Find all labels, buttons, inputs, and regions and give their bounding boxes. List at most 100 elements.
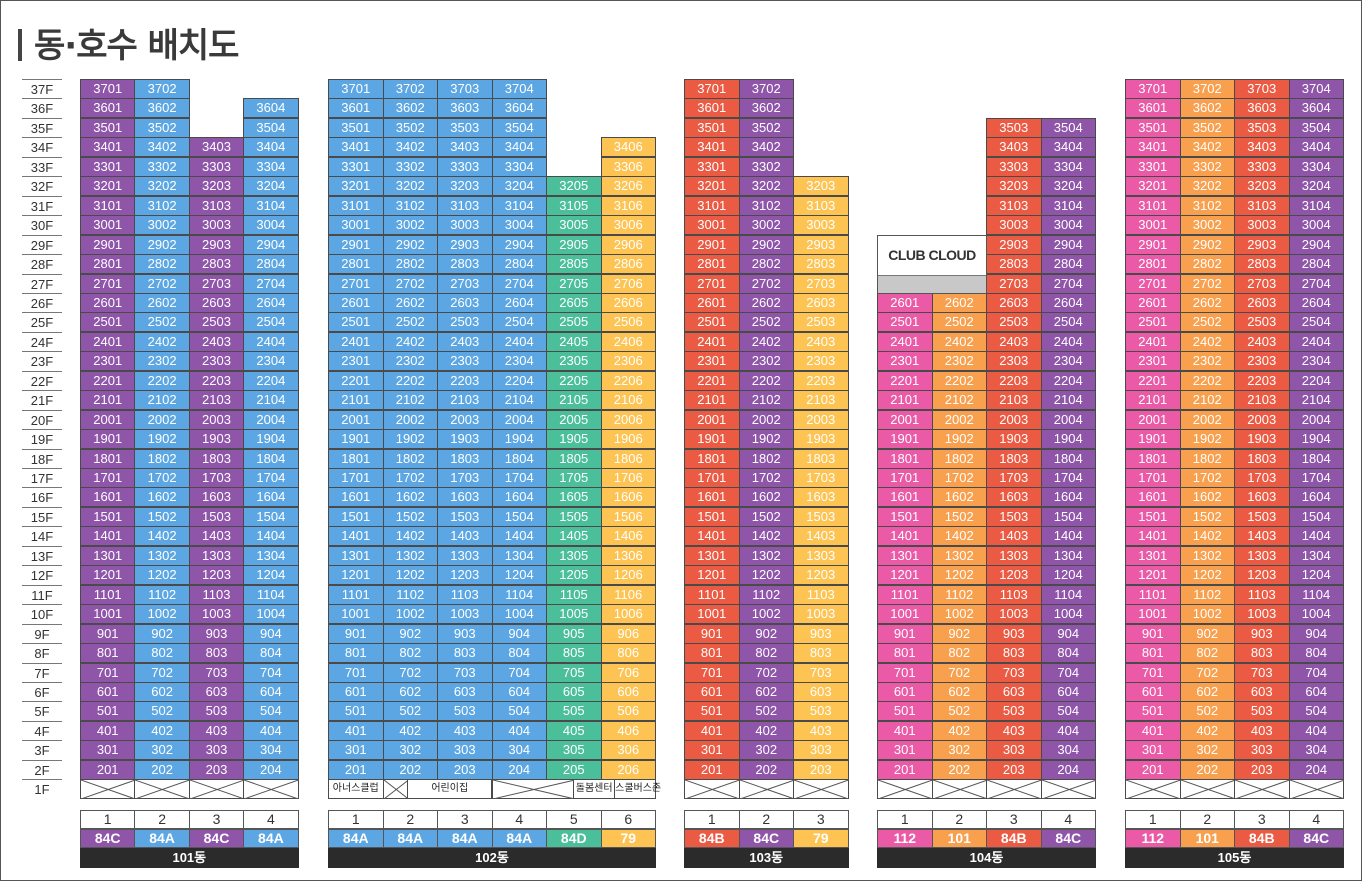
unit-cell: 3601	[80, 98, 136, 119]
unit-cell: 3102	[134, 195, 190, 216]
ground-facility: 어린이집	[407, 779, 493, 800]
unit-cell: 1604	[1040, 487, 1096, 508]
unit-cell: 1203	[437, 565, 493, 586]
unit-cell: 802	[738, 643, 794, 664]
unit-cell: 1403	[188, 526, 245, 547]
line-number: 3	[793, 810, 849, 829]
unit-cell: 1201	[877, 565, 933, 586]
unit-cell: 2801	[80, 254, 136, 275]
ground-facility-label: 스쿨버스존	[615, 783, 662, 795]
unit-type: 84B	[1234, 829, 1290, 848]
unit-cell: 1804	[243, 448, 299, 469]
unit-cell: 1802	[382, 448, 438, 469]
unit-cell: 202	[931, 759, 987, 780]
unit-cell: 1703	[986, 468, 1042, 488]
unit-cell: 1904	[243, 429, 299, 450]
unit-cell: 202	[134, 759, 190, 780]
unit-cell: 1404	[243, 526, 299, 547]
ground-facility-label: 어린이집	[431, 783, 469, 795]
unit-cell: 406	[600, 720, 656, 741]
cross-icon	[383, 780, 409, 800]
unit-cell: 2004	[491, 409, 547, 430]
unit-cell: 2503	[1234, 312, 1290, 333]
unit-cell: 2504	[491, 312, 547, 333]
floor-label: 22F	[22, 370, 62, 390]
unit-cell: 503	[793, 701, 849, 722]
unit-cell: 1801	[684, 448, 740, 469]
unit-cell: 2302	[382, 351, 438, 372]
unit-cell: 3101	[80, 195, 136, 216]
unit-cell: 2703	[1234, 273, 1290, 294]
unit-cell: 3502	[1179, 117, 1235, 138]
unit-cell: 601	[328, 681, 384, 702]
unit-cell: 2303	[1234, 351, 1290, 372]
unit-cell: 1701	[1125, 468, 1181, 488]
unit-cell: 2702	[1179, 273, 1235, 294]
unit-cell: 3502	[738, 117, 794, 138]
unit-type: 84C	[80, 829, 136, 848]
unit-cell: 801	[684, 643, 740, 664]
unit-cell: 803	[188, 643, 245, 664]
unit-cell: 703	[437, 662, 493, 683]
floor-label: 15F	[22, 506, 62, 526]
unit-cell: 1103	[986, 584, 1042, 605]
unit-cell: 3504	[1288, 117, 1344, 138]
floor-label: 29F	[22, 234, 62, 254]
floor-label: 8F	[22, 643, 62, 662]
unit-cell: 1103	[793, 584, 849, 605]
unit-cell: 1703	[793, 468, 849, 488]
unit-cell: 2603	[437, 292, 493, 313]
unit-cell: 3003	[793, 215, 849, 236]
floor-label: 32F	[22, 176, 62, 195]
unit-cell: 3401	[1125, 137, 1181, 158]
unit-cell: 2701	[80, 273, 136, 294]
floor-label: 27F	[22, 273, 62, 293]
unit-cell: 3003	[437, 215, 493, 236]
unit-cell: 1401	[877, 526, 933, 547]
floor-label: 11F	[22, 584, 62, 604]
unit-cell: 2601	[328, 292, 384, 313]
pilotis-cell	[1288, 779, 1344, 800]
unit-type: 101	[931, 829, 987, 848]
unit-cell: 403	[986, 720, 1042, 741]
unit-cell: 3202	[1179, 176, 1235, 197]
unit-cell: 2701	[684, 273, 740, 294]
unit-cell: 2301	[80, 351, 136, 372]
unit-cell: 2501	[328, 312, 384, 333]
unit-cell: 1506	[600, 506, 656, 527]
unit-cell: 1502	[1179, 506, 1235, 527]
unit-cell: 2804	[491, 254, 547, 275]
unit-cell: 401	[328, 720, 384, 741]
unit-cell: 2102	[382, 390, 438, 411]
unit-cell: 2301	[877, 351, 933, 372]
unit-cell: 1301	[684, 545, 740, 566]
unit-cell: 206	[600, 759, 656, 780]
unit-cell: 301	[328, 740, 384, 761]
unit-cell: 1101	[1125, 584, 1181, 605]
unit-cell: 806	[600, 643, 656, 664]
unit-cell: 603	[1234, 681, 1290, 702]
unit-cell: 1802	[931, 448, 987, 469]
unit-cell: 2901	[80, 234, 136, 255]
unit-cell: 1001	[877, 604, 933, 625]
unit-cell: 1306	[600, 545, 656, 566]
unit-cell: 3104	[1288, 195, 1344, 216]
unit-cell: 3401	[328, 137, 384, 158]
unit-cell: 701	[80, 662, 136, 683]
unit-cell: 1502	[931, 506, 987, 527]
unit-cell: 1402	[134, 526, 190, 547]
unit-cell: 2803	[437, 254, 493, 275]
unit-cell: 1304	[491, 545, 547, 566]
unit-cell: 2402	[134, 331, 190, 352]
line-number: 3	[1234, 810, 1290, 829]
unit-cell: 2402	[738, 331, 794, 352]
unit-cell: 503	[1234, 701, 1290, 722]
unit-cell: 904	[243, 623, 299, 644]
unit-cell: 903	[793, 623, 849, 644]
unit-cell: 402	[382, 720, 438, 741]
unit-cell: 3203	[188, 176, 245, 197]
unit-cell: 3304	[491, 156, 547, 177]
unit-cell: 803	[793, 643, 849, 664]
unit-cell: 2901	[684, 234, 740, 255]
unit-cell: 2902	[382, 234, 438, 255]
